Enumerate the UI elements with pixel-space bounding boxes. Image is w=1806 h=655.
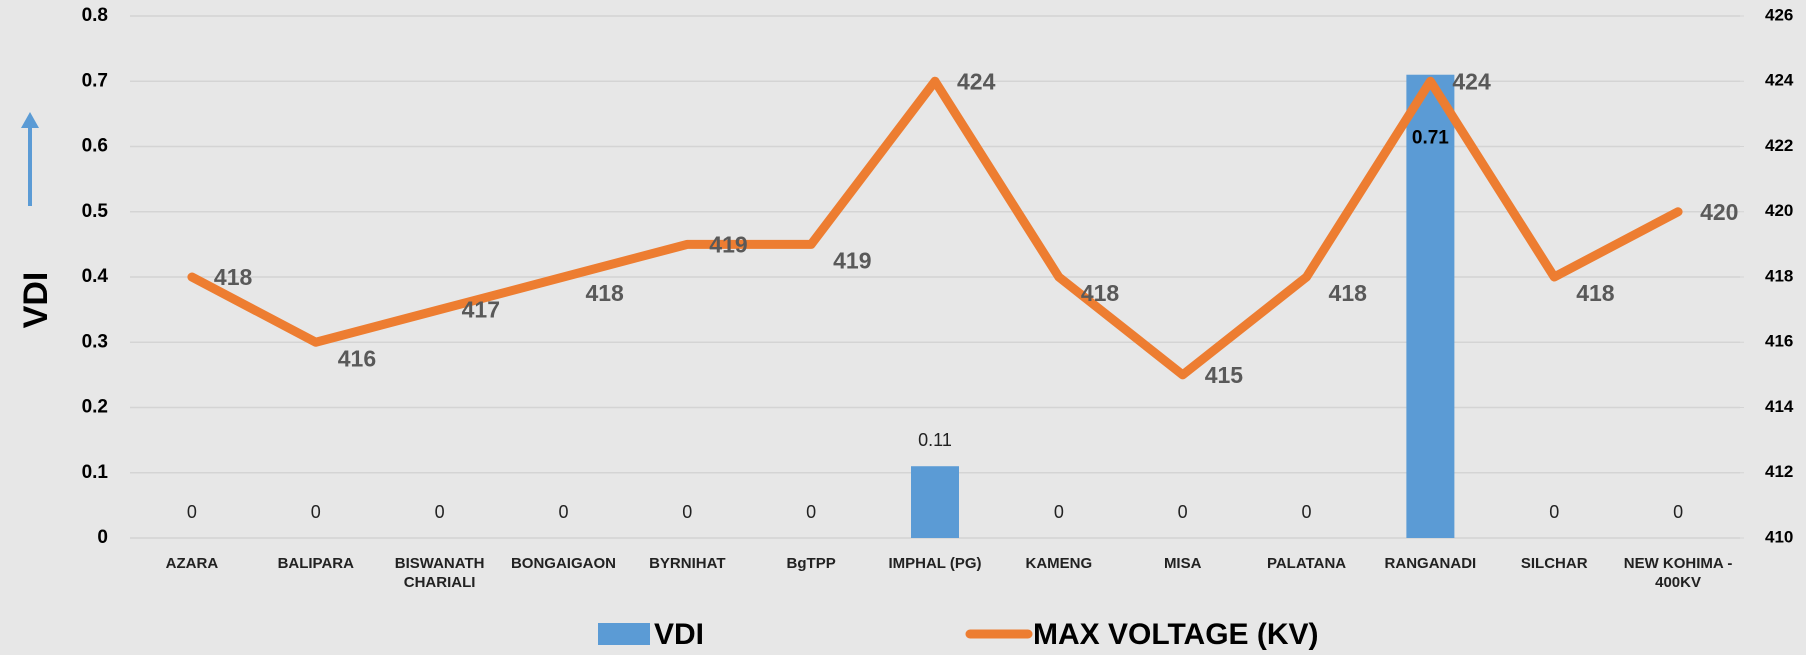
y2-tick-label: 418 [1765,266,1793,285]
y2-tick-label: 410 [1765,527,1793,546]
line-value-label: 417 [462,297,500,323]
line-value-label: 424 [1452,68,1491,94]
y2-tick-label: 420 [1765,201,1793,220]
legend-swatch [598,623,650,645]
y-tick-label: 0.1 [82,462,109,483]
bar-value-label: 0 [1302,502,1312,522]
y2-tick-label: 424 [1765,71,1794,90]
x-tick-label: BALIPARA [277,555,354,572]
line-value-label: 418 [1576,280,1615,306]
legend-label: MAX VOLTAGE (KV) [1033,618,1319,651]
line [187,76,1683,380]
line-value-label: 420 [1700,199,1738,225]
x-tick-label: BYRNIHAT [649,555,726,572]
y2-tick-label: 412 [1765,462,1793,481]
x-tick-label: PALATANA [1266,555,1347,572]
bar-value-label: 0 [806,502,816,522]
x-tick-label: MISA [1163,555,1202,572]
bar-value-label: 0 [311,502,321,522]
line-value-label: 424 [957,68,996,94]
y-tick-label: 0.4 [82,266,109,287]
line-value-label: 415 [1205,362,1244,388]
arrow-head [21,112,39,128]
bar-value-label: 0 [435,502,445,522]
y-tick-label: 0.7 [82,70,108,91]
x-tick-label: AZARA [165,555,219,572]
line-value-label: 418 [1081,280,1120,306]
bar-value-label: 0 [1178,502,1188,522]
bar [911,466,959,538]
y-axis-label: VDI [17,272,55,329]
y2-tick-label: 416 [1765,332,1793,351]
x-tick-label: IMPHAL (PG) [888,555,982,572]
y-tick-label: 0.6 [82,136,108,157]
bar-value-label: 0 [1054,502,1064,522]
line-value-label: 416 [338,345,376,371]
x-tick-label: SILCHAR [1520,555,1588,572]
y2-tick-label: 422 [1765,136,1793,155]
legend-label: VDI [654,618,704,651]
y2-tick-label: 426 [1765,5,1793,24]
bar-value-label: 0 [682,502,692,522]
bar-value-label: 0.11 [918,430,952,450]
y-tick-label: 0.3 [82,331,108,352]
line-value-label: 418 [1329,280,1368,306]
line-value-label: 418 [585,280,624,306]
x-tick-label: BISWANATH CHARIALI [394,555,485,591]
x-tick-label: NEW KOHIMA - 400KV [1623,555,1733,591]
x-tick-label: RANGANADI [1384,555,1477,572]
bar-value-label: 0 [1673,502,1683,522]
x-tick-label: BONGAIGAON [510,555,616,572]
x-tick-label: KAMENG [1025,555,1093,572]
bar-value-label: 0.71 [1412,128,1449,149]
bar [1406,74,1455,538]
bar-value-label: 0 [558,502,568,522]
x-tick-label: BgTPP [786,555,836,572]
y2-tick-label: 414 [1765,397,1794,416]
y-tick-label: 0.2 [82,397,108,418]
line-value-label: 418 [214,264,253,290]
bar-value-label: 0 [187,502,197,522]
y-tick-label: 0.5 [82,201,109,222]
y-tick-label: 0 [97,527,108,548]
line-value-label: 419 [709,231,747,257]
bar-value-label: 0 [1549,502,1559,522]
line-value-label: 419 [833,247,871,273]
y-tick-label: 0.8 [82,5,108,26]
